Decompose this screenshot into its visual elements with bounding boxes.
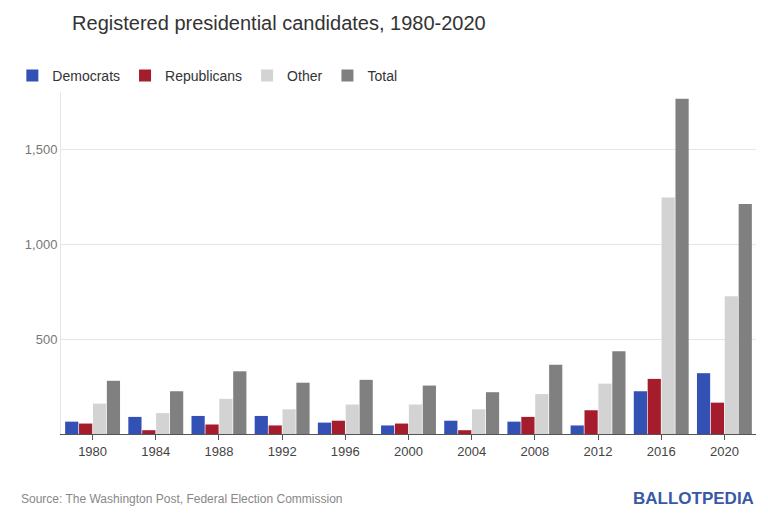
svg-text:Registered presidential candid: Registered presidential candidates, 1980… xyxy=(72,12,486,34)
svg-text:Total: Total xyxy=(367,68,397,84)
svg-text:Democrats: Democrats xyxy=(52,68,120,84)
svg-text:1992: 1992 xyxy=(268,444,297,459)
svg-text:2012: 2012 xyxy=(584,444,613,459)
svg-text:2000: 2000 xyxy=(394,444,423,459)
svg-text:Source: The Washington Post, F: Source: The Washington Post, Federal Ele… xyxy=(21,492,342,506)
svg-text:1980: 1980 xyxy=(78,444,107,459)
svg-text:1988: 1988 xyxy=(204,444,233,459)
svg-text:500: 500 xyxy=(36,332,58,347)
svg-text:1984: 1984 xyxy=(141,444,170,459)
svg-text:1996: 1996 xyxy=(331,444,360,459)
svg-text:2004: 2004 xyxy=(457,444,486,459)
svg-text:Republicans: Republicans xyxy=(165,68,242,84)
svg-text:1,500: 1,500 xyxy=(25,142,58,157)
svg-text:BALLOTPEDIA: BALLOTPEDIA xyxy=(633,489,754,508)
svg-text:Other: Other xyxy=(287,68,322,84)
svg-text:2016: 2016 xyxy=(647,444,676,459)
svg-text:2020: 2020 xyxy=(710,444,739,459)
svg-text:2008: 2008 xyxy=(520,444,549,459)
svg-text:1,000: 1,000 xyxy=(25,237,58,252)
